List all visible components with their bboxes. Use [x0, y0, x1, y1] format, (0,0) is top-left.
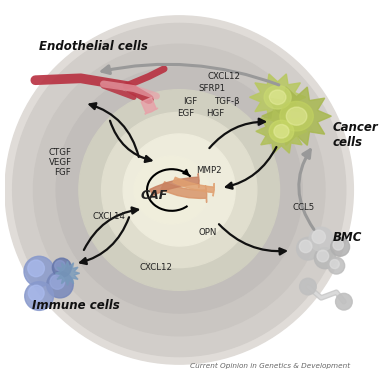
Circle shape [330, 260, 339, 269]
Ellipse shape [134, 156, 209, 224]
Ellipse shape [274, 125, 289, 138]
Text: Endothelial cells: Endothelial cells [39, 40, 148, 52]
Polygon shape [256, 109, 307, 153]
Text: CXCL12: CXCL12 [207, 72, 241, 81]
FancyArrowPatch shape [141, 98, 158, 114]
FancyArrowPatch shape [150, 174, 199, 196]
Circle shape [296, 238, 319, 260]
Text: CTGF: CTGF [49, 148, 72, 157]
Text: FGF: FGF [54, 168, 71, 177]
Circle shape [333, 240, 344, 250]
Text: TGF-β: TGF-β [215, 97, 241, 106]
Text: CCL5: CCL5 [293, 203, 315, 212]
Circle shape [5, 16, 353, 364]
Polygon shape [262, 87, 332, 145]
Text: SFRP1: SFRP1 [198, 84, 225, 93]
Circle shape [56, 67, 302, 313]
Circle shape [123, 134, 235, 246]
Circle shape [300, 278, 316, 295]
Circle shape [28, 260, 44, 277]
Circle shape [34, 44, 325, 336]
Text: OPN: OPN [198, 228, 216, 237]
Text: Immune cells: Immune cells [32, 299, 119, 312]
Ellipse shape [269, 90, 286, 105]
Circle shape [335, 293, 352, 310]
Circle shape [79, 90, 280, 290]
Text: MMP2: MMP2 [196, 166, 222, 175]
FancyArrowPatch shape [161, 182, 207, 203]
Text: CXCL12: CXCL12 [140, 263, 172, 272]
Circle shape [314, 247, 335, 269]
Circle shape [312, 230, 325, 244]
Text: BMC: BMC [333, 231, 362, 244]
Ellipse shape [280, 101, 313, 131]
Ellipse shape [286, 107, 307, 125]
Circle shape [101, 112, 257, 268]
Text: IGF: IGF [183, 97, 197, 106]
Circle shape [50, 275, 65, 289]
Text: HGF: HGF [206, 109, 225, 118]
Circle shape [328, 257, 345, 274]
Circle shape [55, 261, 65, 271]
Circle shape [24, 256, 54, 287]
Text: CAF: CAF [141, 189, 168, 202]
Circle shape [317, 250, 329, 262]
Polygon shape [250, 74, 306, 120]
Circle shape [12, 24, 346, 356]
Circle shape [47, 271, 73, 298]
FancyArrowPatch shape [173, 177, 214, 196]
Polygon shape [55, 261, 80, 285]
Text: CXCL14: CXCL14 [92, 212, 125, 221]
Text: Cancer: Cancer [333, 121, 378, 134]
Circle shape [300, 240, 312, 253]
Circle shape [28, 285, 44, 301]
Text: Current Opinion in Genetics & Development: Current Opinion in Genetics & Developmen… [190, 363, 350, 369]
Text: EGF: EGF [177, 109, 195, 118]
Text: cells: cells [333, 136, 363, 149]
Ellipse shape [269, 120, 294, 142]
Circle shape [331, 238, 349, 256]
Circle shape [52, 258, 71, 277]
Circle shape [309, 227, 333, 251]
Text: VEGF: VEGF [49, 158, 72, 167]
Circle shape [25, 282, 53, 310]
Ellipse shape [264, 86, 291, 109]
